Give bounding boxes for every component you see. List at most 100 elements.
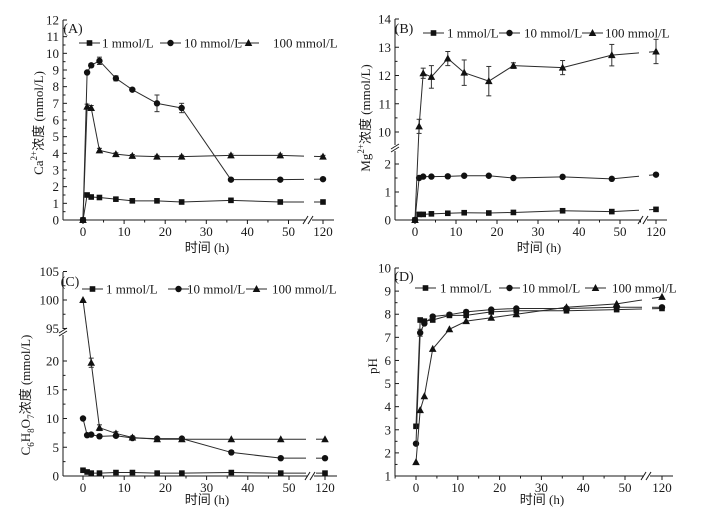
y-tick-label: 1 — [385, 469, 392, 484]
series-line-segment — [616, 308, 643, 311]
y-tick-label: 9 — [53, 62, 60, 77]
legend-label: 100 mmol/L — [273, 36, 338, 51]
legend-item: 10 mmol/L — [168, 282, 245, 297]
y-axis-label-part: 浓度 (mmol/L) — [31, 71, 46, 151]
data-point-square — [463, 312, 469, 319]
data-point-triangle — [420, 392, 429, 400]
legend-marker-circle — [175, 285, 182, 293]
series-line-segment — [491, 310, 517, 313]
data-point-circle — [416, 329, 424, 336]
panel-label: (A) — [63, 22, 83, 37]
data-point-triangle — [512, 310, 521, 318]
data-point-triangle — [95, 146, 104, 154]
y-tick-label: 12 — [46, 12, 59, 27]
y-axis-label: C6H8O7浓度 (mmol/L) — [18, 335, 36, 456]
data-point-triangle — [412, 458, 420, 466]
data-point-square — [84, 469, 90, 475]
y-tick-label: 8 — [53, 79, 60, 94]
series-line-segment — [513, 210, 563, 213]
x-tick-label: 0 — [413, 480, 420, 495]
data-point-circle — [228, 449, 235, 456]
series-triangle — [412, 292, 666, 466]
y-tick-label: 11 — [46, 29, 59, 44]
legend-marker-triangle — [244, 39, 253, 46]
panel-label: (B) — [395, 22, 414, 37]
data-point-square — [413, 423, 419, 430]
legend-label: 100 mmol/L — [612, 281, 677, 296]
data-point-triangle — [658, 292, 666, 300]
series-line-segment — [99, 149, 116, 155]
x-tick-label: 20 — [159, 224, 172, 239]
data-point-circle — [321, 454, 329, 462]
legend-label: 10 mmol/L — [522, 281, 580, 296]
data-point-circle — [88, 431, 95, 438]
data-point-triangle — [445, 325, 454, 333]
legend-label: 1 mmol/L — [106, 282, 158, 297]
legend-label: 10 mmol/L — [187, 282, 245, 297]
series-square — [412, 206, 659, 223]
series-line-segment — [415, 410, 421, 463]
y-axis-label-part: 2+ — [356, 144, 366, 154]
y-tick-label: 10 — [46, 411, 59, 426]
y-tick-label: 2 — [53, 179, 60, 194]
x-tick-label: 50 — [282, 224, 295, 239]
y-tick-label: 3 — [53, 162, 60, 177]
data-point-square — [113, 469, 119, 476]
data-point-triangle — [444, 54, 452, 62]
data-point-square — [80, 467, 86, 474]
legend-marker-square — [89, 286, 96, 292]
data-point-square — [129, 469, 136, 476]
legend-marker-square — [430, 30, 437, 36]
y-tick-label: 10 — [46, 46, 59, 61]
data-point-circle — [444, 173, 451, 180]
data-point-triangle — [509, 61, 518, 69]
series-line-segment — [181, 472, 232, 474]
x-tick-label: 120 — [315, 480, 335, 495]
data-point-square — [461, 209, 467, 216]
data-point-circle — [559, 173, 566, 181]
x-tick-label: 0 — [80, 224, 87, 239]
y-axis-label-part: pH — [365, 358, 380, 374]
y-tick-label: 10 — [378, 261, 391, 276]
data-point-square — [96, 194, 103, 201]
panel-label: (D) — [394, 270, 414, 285]
series-line-segment — [491, 307, 517, 311]
series-line-segment — [488, 211, 514, 214]
data-point-triangle — [652, 47, 660, 55]
x-tick-label: 20 — [493, 480, 506, 495]
series-line-segment — [423, 348, 434, 397]
y-tick-label: 14 — [378, 12, 392, 27]
series-line-segment — [418, 73, 424, 127]
data-point-circle — [88, 62, 95, 69]
x-axis-label: 时间 (h) — [520, 492, 564, 507]
y-tick-label: 5 — [53, 440, 60, 455]
y-axis-label-part: Ca — [31, 160, 46, 175]
data-point-square — [486, 210, 492, 216]
x-tick-label: 120 — [652, 480, 672, 495]
data-point-triangle — [321, 435, 329, 443]
legend-label: 10 mmol/L — [524, 26, 582, 41]
legend-item: 10 mmol/L — [499, 26, 582, 41]
x-axis-break-mark — [645, 471, 652, 481]
y-tick-label: 11 — [378, 96, 391, 111]
data-point-circle — [83, 69, 91, 76]
data-point-square — [179, 470, 185, 476]
series-line-segment — [132, 436, 158, 440]
x-axis-label: 时间 (h) — [185, 492, 229, 507]
y-axis-label-part: 6 — [26, 442, 36, 447]
y-tick-label: 3 — [385, 422, 392, 437]
x-axis-label: 时间 (h) — [185, 240, 229, 255]
series-square — [413, 305, 665, 430]
series-line-segment — [82, 106, 88, 221]
series-line-segment — [566, 309, 617, 312]
data-point-circle — [658, 304, 666, 311]
data-point-triangle — [177, 152, 186, 160]
y-tick-label: 1 — [385, 185, 392, 200]
y-tick-label: 5 — [385, 376, 392, 391]
legend-item: 1 mmol/L — [415, 281, 492, 296]
series-line-segment — [90, 362, 100, 428]
x-tick-label: 40 — [577, 480, 590, 495]
series-line-segment — [616, 299, 643, 305]
series-line-segment — [181, 438, 232, 453]
data-point-triangle — [416, 406, 424, 414]
